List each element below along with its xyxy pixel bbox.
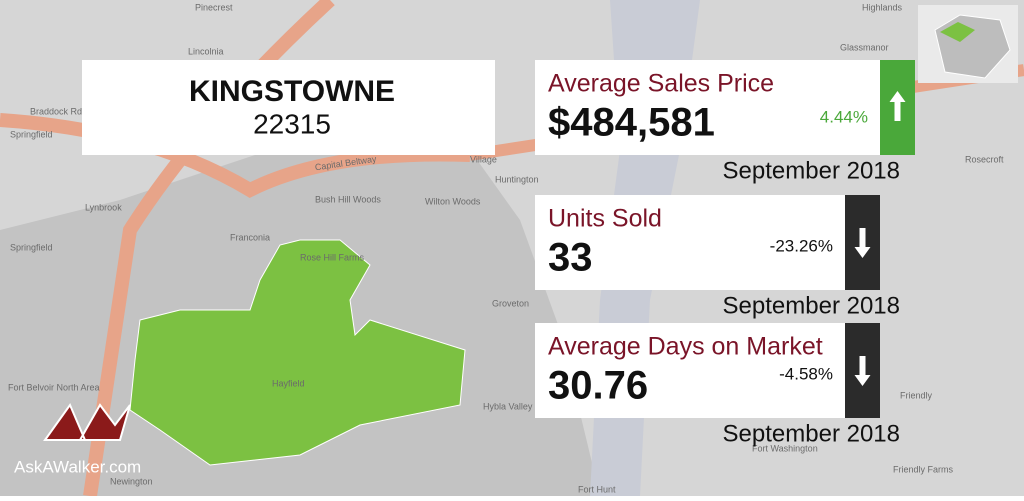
- map-label: Village: [470, 154, 497, 164]
- logo-text: AskAWalker.com: [14, 457, 141, 476]
- map-label: Friendly Farms: [893, 464, 954, 474]
- map-label: Wilton Woods: [425, 196, 481, 206]
- map-label: Fort Belvoir North Area: [8, 382, 100, 392]
- trend-arrow: [889, 91, 906, 121]
- map-label: Lincolnia: [188, 46, 224, 56]
- map-label: Glassmanor: [840, 42, 889, 52]
- map-label: Friendly: [900, 390, 933, 400]
- map-label: Hayfield: [272, 378, 305, 388]
- map-label: Springfield: [10, 242, 53, 252]
- map-label: Springfield: [10, 129, 53, 139]
- stat-box: [535, 323, 845, 418]
- title: KINGSTOWNE: [189, 75, 395, 108]
- map-label: Fort Hunt: [578, 484, 616, 494]
- trend-arrow: [854, 356, 871, 386]
- stat-label: Average Days on Market: [548, 333, 823, 361]
- stat-period: September 2018: [723, 157, 900, 184]
- map-label: Fort Washington: [752, 443, 818, 453]
- map-label: Huntington: [495, 174, 539, 184]
- map-label: Franconia: [230, 232, 270, 242]
- stat-change: 4.44%: [820, 107, 868, 126]
- logo: AskAWalker.com: [14, 402, 141, 476]
- stat-period: September 2018: [723, 292, 900, 319]
- trend-arrow: [854, 228, 871, 258]
- zip-code: 22315: [253, 108, 331, 139]
- stat-period: September 2018: [723, 420, 900, 447]
- map-label: Highlands: [862, 2, 903, 12]
- map-label: Bush Hill Woods: [315, 194, 381, 204]
- stat-value: 30.76: [548, 364, 648, 408]
- map-label: Hybla Valley: [483, 401, 533, 411]
- inset-map: [918, 5, 1018, 83]
- map-label: Lynbrook: [85, 202, 122, 212]
- stat-label: Average Sales Price: [548, 70, 774, 98]
- title-box: KINGSTOWNE 22315: [82, 60, 495, 155]
- map-label: Newington: [110, 476, 153, 486]
- map-label: Braddock Rd: [30, 106, 82, 116]
- map-label: Pinecrest: [195, 2, 233, 12]
- map-label: Rose Hill Farms: [300, 252, 365, 262]
- stat-change: -4.58%: [779, 364, 833, 383]
- stat-value: $484,581: [548, 101, 715, 145]
- map-label: Rosecroft: [965, 154, 1004, 164]
- map-labels: Pinecrest Lincolnia Braddock Rd Springfi…: [8, 2, 1004, 494]
- stat-change: -23.26%: [770, 236, 833, 255]
- stat-box: [535, 60, 880, 155]
- stat-box: [535, 195, 845, 290]
- map-label: Groveton: [492, 298, 529, 308]
- stat-value: 33: [548, 236, 593, 280]
- stat-label: Units Sold: [548, 205, 662, 233]
- stats: Average Sales Price $484,581 4.44% Septembe…: [535, 60, 915, 447]
